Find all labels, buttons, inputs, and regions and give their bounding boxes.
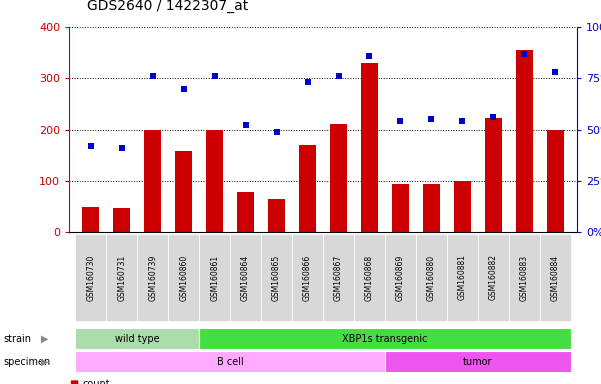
Text: strain: strain (3, 334, 31, 344)
Text: GSM160866: GSM160866 (303, 254, 312, 301)
Text: count: count (82, 379, 110, 384)
Bar (144, 129, 161, 232)
Text: GSM160884: GSM160884 (551, 254, 560, 301)
Bar (268, 199, 285, 232)
Text: B cell: B cell (217, 357, 243, 367)
Text: GSM160869: GSM160869 (396, 254, 405, 301)
Point (117, 145, 127, 151)
Text: GSM160864: GSM160864 (241, 254, 250, 301)
Text: wild type: wild type (115, 334, 159, 344)
Point (148, 73, 157, 79)
Bar (82, 207, 99, 232)
Bar (206, 129, 223, 232)
Text: GSM160861: GSM160861 (210, 254, 219, 301)
Text: specimen: specimen (3, 357, 50, 367)
Text: GDS2640 / 1422307_at: GDS2640 / 1422307_at (87, 0, 248, 13)
Bar (175, 151, 192, 232)
Text: GSM160739: GSM160739 (148, 254, 157, 301)
Text: tumor: tumor (463, 357, 493, 367)
Text: GSM160868: GSM160868 (365, 254, 374, 301)
Point (427, 116, 436, 122)
Bar (485, 118, 502, 232)
Point (303, 79, 313, 85)
Text: GSM160730: GSM160730 (87, 254, 96, 301)
Text: ▶: ▶ (41, 334, 48, 344)
Text: GSM160882: GSM160882 (489, 255, 498, 300)
Point (334, 73, 343, 79)
Text: GSM160880: GSM160880 (427, 254, 436, 301)
Text: ■: ■ (69, 379, 78, 384)
Bar (516, 50, 533, 232)
Point (272, 129, 281, 135)
Point (457, 118, 467, 124)
Bar (423, 184, 440, 232)
Bar (547, 129, 564, 232)
Text: XBP1s transgenic: XBP1s transgenic (342, 334, 428, 344)
Point (365, 53, 374, 59)
Text: GSM160731: GSM160731 (117, 254, 126, 301)
Point (241, 122, 251, 129)
Text: ▶: ▶ (41, 357, 48, 367)
Text: GSM160865: GSM160865 (272, 254, 281, 301)
Text: GSM160883: GSM160883 (520, 254, 529, 301)
Bar (237, 192, 254, 232)
Text: GSM160881: GSM160881 (458, 255, 467, 300)
Bar (454, 181, 471, 232)
Point (86, 143, 96, 149)
Point (179, 85, 189, 91)
Point (519, 51, 529, 57)
Point (395, 118, 405, 124)
Point (489, 114, 498, 120)
Bar (361, 63, 378, 232)
Bar (392, 184, 409, 232)
Bar (330, 124, 347, 232)
Bar (113, 208, 130, 232)
Text: GSM160867: GSM160867 (334, 254, 343, 301)
Bar (299, 145, 316, 232)
Point (210, 73, 219, 79)
Text: GSM160860: GSM160860 (179, 254, 188, 301)
Point (551, 69, 560, 75)
